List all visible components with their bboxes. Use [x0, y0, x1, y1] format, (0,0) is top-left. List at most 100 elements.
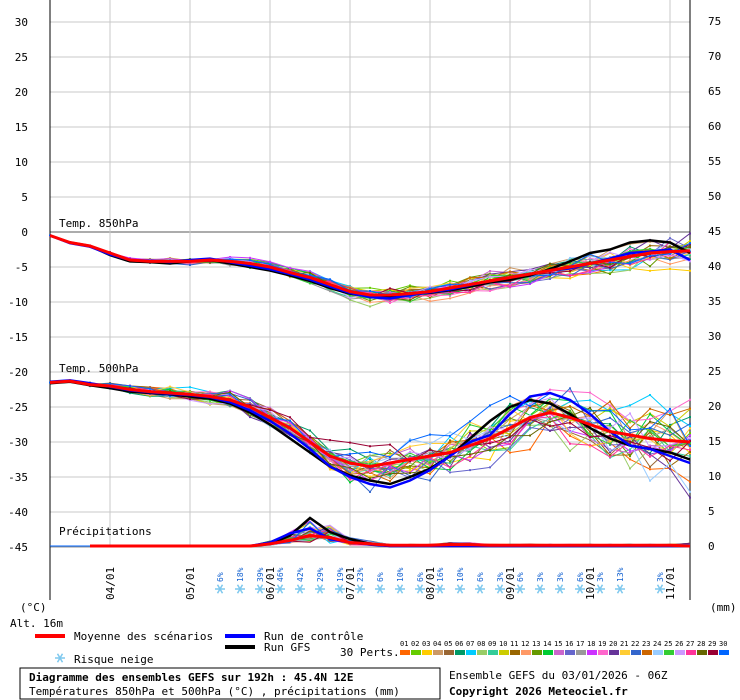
perturbation-point	[509, 417, 511, 420]
perturbation-point	[389, 464, 391, 467]
perturbation-point	[509, 395, 511, 398]
perturbation-14-t850	[49, 235, 691, 296]
perturbation-number: 21	[620, 640, 628, 648]
perturbation-point	[449, 293, 451, 296]
series-0-t850	[49, 234, 691, 297]
perturbation-point	[529, 434, 531, 437]
perturbation-point	[289, 421, 291, 424]
perturbation-point	[249, 402, 251, 405]
perturbation-point	[349, 471, 351, 474]
perturbation-number: 20	[609, 640, 617, 648]
perturbation-point	[609, 422, 611, 425]
perturbation-point	[589, 445, 591, 448]
perturbation-point	[489, 270, 491, 273]
perturbation-point	[349, 460, 351, 463]
perturbation-point	[329, 278, 331, 281]
perturbation-point	[429, 451, 431, 454]
perturbation-point	[489, 289, 491, 292]
left-axis-unit: (°C)	[20, 601, 47, 614]
snow-risk-percent: 46%	[276, 567, 285, 582]
y-tick-label-right: 70	[708, 50, 721, 63]
perturbation-point	[529, 418, 531, 421]
perturbation-point	[649, 420, 651, 423]
snowflake-icon	[275, 584, 285, 594]
perturbation-point	[569, 432, 571, 435]
perturbation-point	[369, 286, 371, 289]
perturbation-point	[249, 259, 251, 262]
perturbation-point	[589, 266, 591, 269]
perturbation-lines	[49, 232, 691, 547]
perturbation-point	[609, 407, 611, 410]
perturbation-point	[529, 420, 531, 423]
perturbation-point	[329, 449, 331, 452]
perturbation-point	[609, 455, 611, 458]
perturbation-point	[649, 432, 651, 435]
perturbation-point	[269, 408, 271, 411]
perturbation-point	[649, 435, 651, 438]
perturbation-point	[569, 426, 571, 429]
perturbation-point	[429, 472, 431, 475]
perturbation-point	[629, 453, 631, 456]
perturbation-number: 30	[719, 640, 727, 648]
perturbation-point	[669, 447, 671, 450]
perturbation-point	[229, 404, 231, 407]
snow-risk-percent: 6%	[516, 572, 525, 582]
perturbation-point	[649, 446, 651, 449]
snow-risk-percent: 3%	[656, 572, 665, 582]
perturbation-number: 06	[455, 640, 463, 648]
perturbation-point	[229, 392, 231, 395]
perturbation-point	[269, 261, 271, 264]
perturbation-point	[269, 418, 271, 421]
perturbation-point	[369, 299, 371, 302]
perturbation-point	[369, 451, 371, 454]
y-tick-label-right: 10	[708, 470, 721, 483]
perturbation-point	[509, 284, 511, 287]
y-tick-label-right: 45	[708, 225, 721, 238]
perturbation-point	[549, 272, 551, 275]
y-tick-label-left: -15	[8, 331, 28, 344]
series-0-t500	[49, 379, 691, 469]
perturbation-point	[629, 267, 631, 270]
perturbation-number: 14	[543, 640, 551, 648]
snowflake-stroke	[616, 584, 624, 594]
perturbation-point	[449, 441, 451, 444]
y-tick-label-right: 55	[708, 155, 721, 168]
perturbation-point	[569, 277, 571, 280]
perturbation-point	[249, 398, 251, 401]
perturbation-point	[509, 448, 511, 451]
y-tick-label-left: -30	[8, 436, 28, 449]
perturbation-point	[429, 461, 431, 464]
perturbation-point	[229, 264, 231, 267]
perturbation-point	[669, 462, 671, 465]
chart-title: Diagramme des ensembles GEFS sur 192h : …	[29, 671, 354, 684]
perturbation-point	[349, 441, 351, 444]
snow-risk-percent: 18%	[236, 567, 245, 582]
perturbation-point	[509, 270, 511, 273]
perturbation-point	[689, 455, 691, 458]
perturbation-point	[409, 460, 411, 463]
perturbation-point	[669, 427, 671, 430]
y-tick-label-left: -20	[8, 366, 28, 379]
perturbation-number: 12	[521, 640, 529, 648]
perturbation-point	[449, 448, 451, 451]
perturbation-point	[449, 431, 451, 434]
perturbation-point	[549, 425, 551, 428]
perturbation-point	[509, 274, 511, 277]
perturbation-point	[689, 398, 691, 401]
perturbation-point	[469, 447, 471, 450]
perturbation-point	[649, 394, 651, 397]
perturbation-point	[569, 274, 571, 277]
perturbation-swatch	[576, 650, 586, 655]
perturbation-legend: 01 02 03 04 05 06 07 08 09 10 11 12 13 14 15 16 17 18 19 20…	[400, 640, 729, 655]
perturbation-point	[609, 416, 611, 419]
perturbation-point	[629, 442, 631, 445]
perturbation-point	[269, 413, 271, 416]
perturbation-point	[429, 470, 431, 473]
perturbation-swatch	[653, 650, 663, 655]
perturbation-point	[669, 237, 671, 240]
perturbation-point	[429, 448, 431, 451]
perturbation-point	[349, 454, 351, 457]
perturbation-number: 18	[587, 640, 595, 648]
perturbation-point	[429, 459, 431, 462]
perturbation-point	[529, 448, 531, 451]
